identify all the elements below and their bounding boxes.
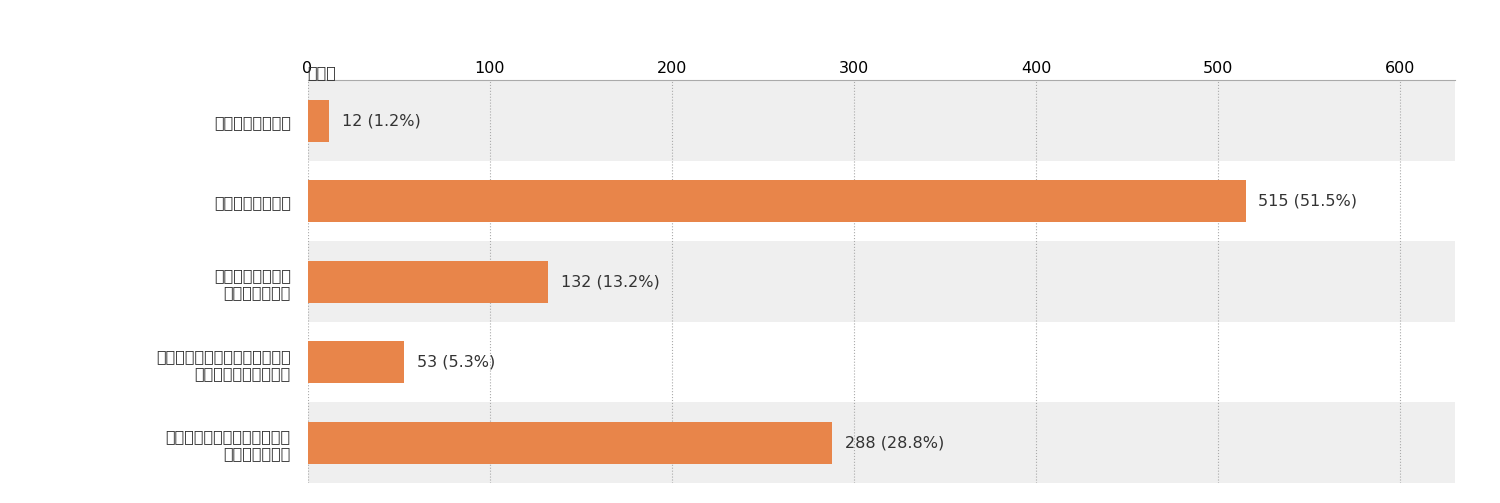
Text: 53 (5.3%): 53 (5.3%) [417, 355, 495, 370]
Text: 132 (13.2%): 132 (13.2%) [561, 274, 660, 289]
Bar [308, 80, 1455, 161]
Bar [308, 161, 1455, 241]
Text: 12 (1.2%): 12 (1.2%) [342, 113, 422, 128]
Bar [308, 261, 548, 303]
Bar [308, 422, 833, 464]
Text: （人）: （人） [308, 65, 336, 80]
Bar [308, 341, 404, 383]
Bar [308, 322, 1455, 402]
Bar [308, 180, 1245, 222]
Bar [308, 402, 1455, 483]
Text: 288 (28.8%): 288 (28.8%) [844, 435, 944, 450]
Bar [308, 100, 330, 142]
Text: 515 (51.5%): 515 (51.5%) [1258, 194, 1358, 209]
Bar [308, 241, 1455, 322]
